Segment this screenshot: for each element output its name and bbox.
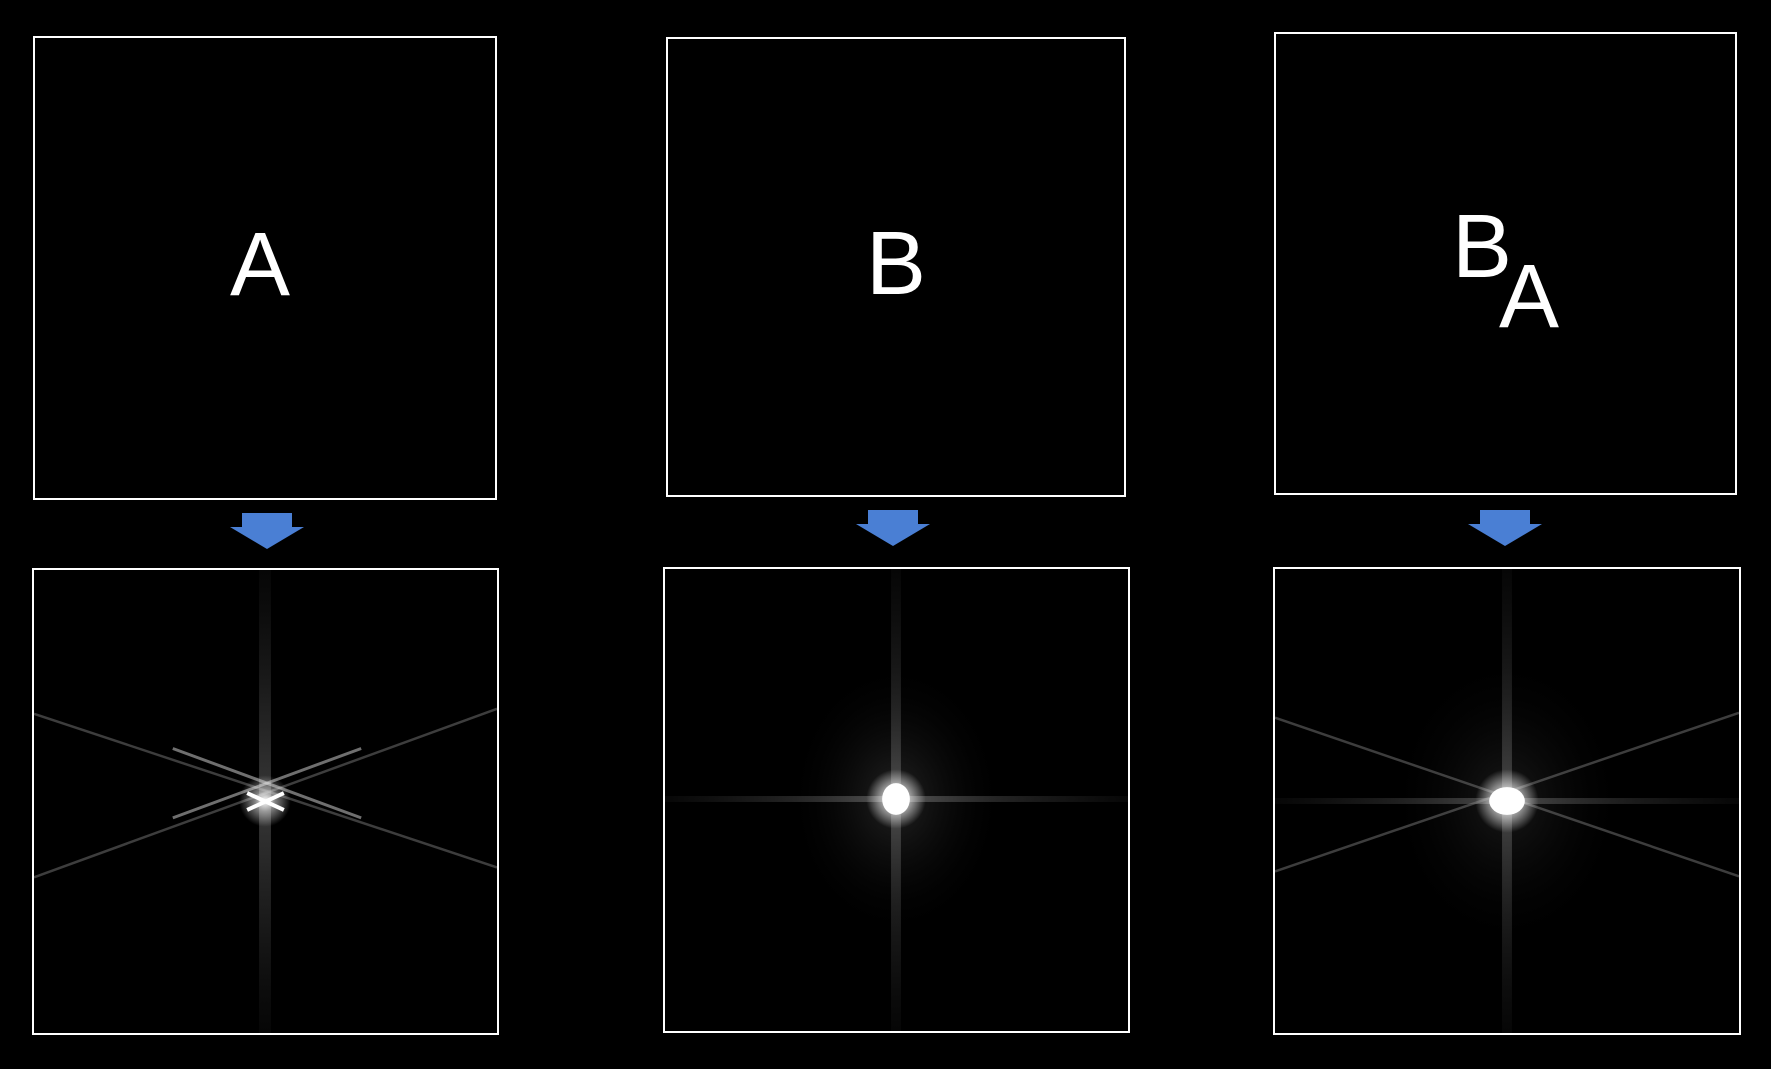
fourier-spectrum-ba xyxy=(1275,569,1739,1033)
fourier-spectrum-b xyxy=(665,569,1128,1031)
image-panel-ba: B A xyxy=(1274,32,1737,495)
letter-b: B xyxy=(1452,197,1513,297)
letter-a: A xyxy=(1499,247,1560,347)
fourier-spectrum-a xyxy=(34,570,497,1033)
image-panel-b: B xyxy=(666,37,1126,497)
image-panel-a: A xyxy=(33,36,497,500)
down-arrow-icon xyxy=(856,510,930,546)
spectrum-panel-ba xyxy=(1273,567,1741,1035)
letter-a: A xyxy=(230,215,291,315)
down-arrow-icon xyxy=(1468,510,1542,546)
spectrum-panel-b xyxy=(663,567,1130,1033)
letter-b: B xyxy=(866,214,927,314)
spectrum-panel-a xyxy=(32,568,499,1035)
down-arrow-icon xyxy=(230,513,304,549)
